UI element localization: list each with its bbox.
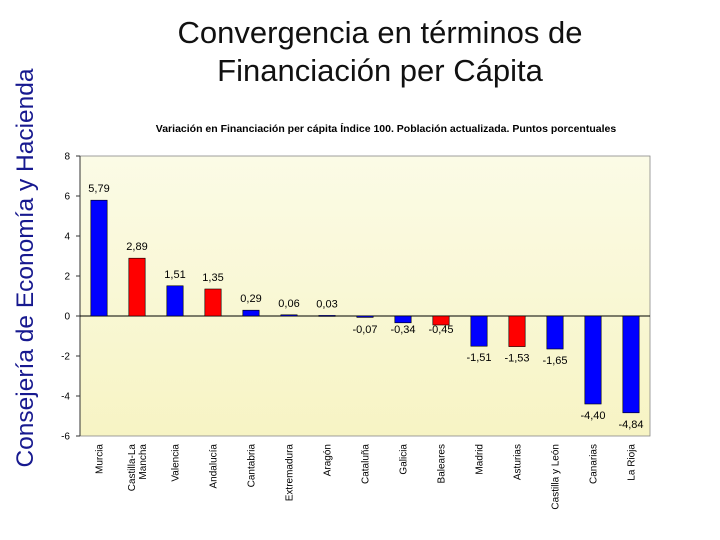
category-label-line: Extremadura xyxy=(285,444,296,502)
category-label: Extremadura xyxy=(285,444,296,502)
category-label: La Rioja xyxy=(627,444,638,481)
value-label: 0,29 xyxy=(240,293,261,305)
bar xyxy=(242,309,260,317)
y-tick-label: 4 xyxy=(64,232,70,243)
category-label-line: Asturias xyxy=(513,444,524,480)
bar xyxy=(432,315,450,326)
y-tick-label: 6 xyxy=(64,192,70,203)
category-label: Cantabria xyxy=(247,444,258,488)
value-label: -0,07 xyxy=(352,324,377,336)
value-label: -1,51 xyxy=(466,352,491,364)
value-label: -0,45 xyxy=(428,324,453,336)
value-label: 0,03 xyxy=(316,298,337,310)
y-tick-label: 2 xyxy=(64,272,70,283)
bar xyxy=(394,315,412,324)
category-label-line: Murcia xyxy=(95,444,106,474)
category-label: Baleares xyxy=(437,444,448,483)
category-label: Cataluña xyxy=(361,444,372,484)
bar xyxy=(356,315,374,318)
category-label-line: Andalucía xyxy=(209,444,220,489)
slide-title-line-1: Convergencia en términos de xyxy=(177,15,583,50)
bar xyxy=(622,315,640,414)
category-label: Aragón xyxy=(323,444,334,476)
plot-area xyxy=(79,155,651,437)
bar xyxy=(280,314,298,317)
category-label: Galicia xyxy=(399,444,410,475)
slide-title-line-2: Financiación per Cápita xyxy=(217,53,543,88)
category-label: Madrid xyxy=(475,444,486,475)
category-label-line: Baleares xyxy=(437,444,448,483)
y-tick-label: -2 xyxy=(61,352,70,363)
category-label-line: Cantabria xyxy=(247,444,258,488)
bar xyxy=(470,315,488,347)
value-label: -0,34 xyxy=(390,324,415,336)
category-label-line: Galicia xyxy=(399,444,410,475)
y-tick-label: 0 xyxy=(64,312,70,323)
value-label: 2,89 xyxy=(126,241,147,253)
y-tick-label: -6 xyxy=(61,432,70,443)
category-label: Castilla y León xyxy=(551,444,562,510)
category-labels: Murcia Castilla-La Mancha Valencia Andalucía… xyxy=(95,444,638,510)
category-label: Canarias xyxy=(589,444,600,484)
bars xyxy=(90,199,640,414)
bar-chart: Variación en Financiación per cápita Índ… xyxy=(61,122,651,510)
y-tick-label: -4 xyxy=(61,392,70,403)
category-label: Andalucía xyxy=(209,444,220,489)
value-label: 1,51 xyxy=(164,269,185,281)
value-label: -4,84 xyxy=(618,419,643,431)
value-label: -4,40 xyxy=(580,410,605,422)
category-label: Valencia xyxy=(171,444,182,482)
bar xyxy=(166,285,184,317)
value-label: 5,79 xyxy=(88,183,109,195)
bar xyxy=(318,315,336,317)
category-label-line: Madrid xyxy=(475,444,486,475)
category-label-line: Cataluña xyxy=(361,444,372,484)
side-title: Consejería de Economía y Hacienda xyxy=(6,0,46,536)
category-label-line: Castilla y León xyxy=(551,444,562,510)
category-label-line: Canarias xyxy=(589,444,600,484)
value-label: -1,53 xyxy=(504,353,529,365)
side-title-text: Consejería de Economía y Hacienda xyxy=(12,68,39,468)
category-label-line: Castilla-La xyxy=(127,444,138,492)
category-label: Castilla-La Mancha xyxy=(127,444,149,492)
category-label-line: Aragón xyxy=(323,444,334,476)
category-label: Murcia xyxy=(95,444,106,474)
category-label-line: La Rioja xyxy=(627,444,638,481)
bar xyxy=(546,315,564,350)
chart-title: Variación en Financiación per cápita Índ… xyxy=(156,122,617,135)
value-label: 0,06 xyxy=(278,298,299,310)
bar xyxy=(128,257,146,317)
category-label: Asturias xyxy=(513,444,524,480)
slide-title: Convergencia en términos de Financiación… xyxy=(100,14,660,90)
value-label: 1,35 xyxy=(202,272,223,284)
category-label-line: Valencia xyxy=(171,444,182,482)
bar xyxy=(90,199,108,317)
bar xyxy=(584,315,602,405)
bar xyxy=(204,288,222,317)
category-label-line: Mancha xyxy=(138,444,149,480)
bar xyxy=(508,315,526,347)
value-labels: 5,79 2,89 1,51 1,35 0,29 0,06 0,03 -0,07 -0,34 -0… xyxy=(88,183,643,431)
y-tick-label: 8 xyxy=(64,152,70,163)
value-label: -1,65 xyxy=(542,355,567,367)
